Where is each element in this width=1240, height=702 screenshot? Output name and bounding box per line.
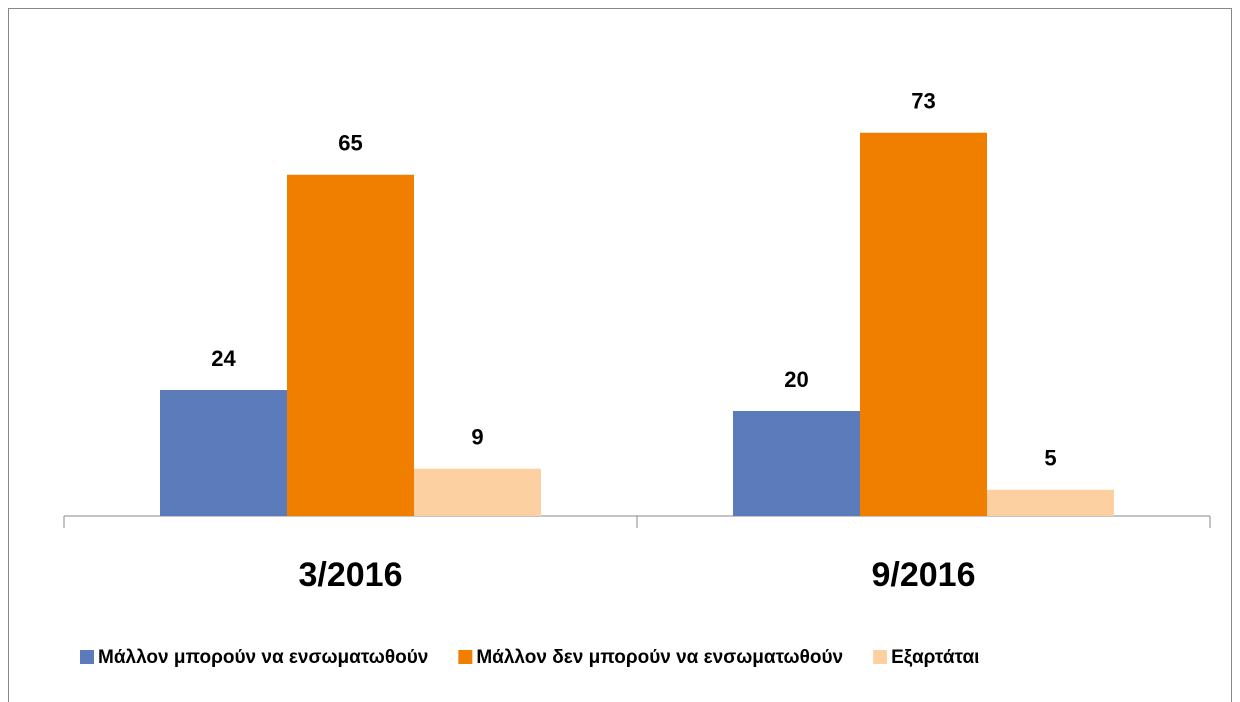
legend-swatch [873,650,888,664]
bar [160,390,287,516]
bar [733,411,860,516]
data-label: 73 [911,89,935,114]
bar [287,174,414,516]
legend-label: Μάλλον δεν μπορούν να ενσωματωθούν [476,647,843,668]
bar [987,489,1114,516]
legend-label: Εξαρτάται [891,647,979,668]
x-tick-label: 3/2016 [299,556,403,594]
legend-swatch [80,650,94,664]
x-tick-label: 9/2016 [872,556,976,594]
data-label: 65 [338,131,362,156]
data-label: 24 [211,346,236,371]
bar [414,468,541,516]
data-label: 5 [1044,446,1056,471]
data-label: 20 [784,367,808,392]
chart-frame [8,8,1232,702]
data-label: 9 [471,425,483,450]
bar [860,132,987,516]
legend-label: Μάλλον μπορούν να ενσωματωθούν [98,647,428,668]
legend-swatch [458,650,473,664]
